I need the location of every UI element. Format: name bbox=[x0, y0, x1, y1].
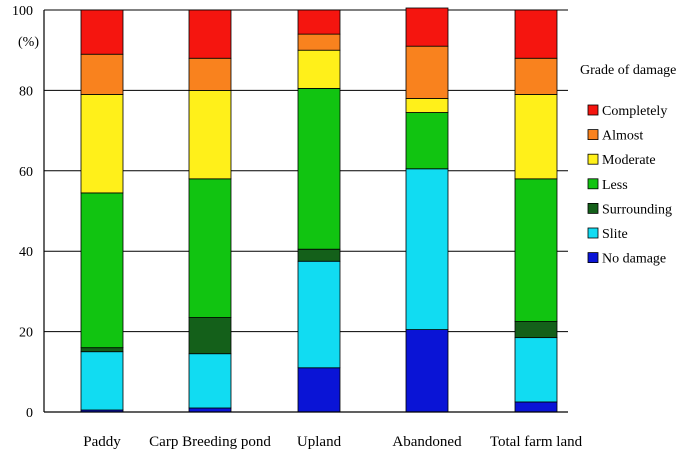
x-tick-labels: Paddy Carp Breeding pond Upland Abandoned To… bbox=[83, 434, 582, 450]
legend-swatch-completely bbox=[588, 105, 598, 115]
legend-label-almost: Almost bbox=[602, 129, 643, 144]
bar-segment-carp-breeding-pond-less bbox=[189, 179, 231, 318]
bar-segment-paddy-almost bbox=[81, 54, 123, 94]
x-tick-label-carp-breeding-pond: Carp Breeding pond bbox=[149, 434, 271, 450]
bar-segment-upland-surrounding bbox=[298, 249, 340, 261]
y-axis-label: (%) bbox=[18, 35, 39, 50]
y-tick-label-0: 0 bbox=[26, 406, 33, 421]
bar-segment-upland-moderate bbox=[298, 50, 340, 88]
bar-segment-upland-almost bbox=[298, 34, 340, 50]
bar-segment-carp-breeding-pond-surrounding bbox=[189, 318, 231, 354]
y-tick-labels: 0 20 40 60 80 100 bbox=[12, 4, 33, 421]
legend-swatch-moderate bbox=[588, 154, 598, 164]
y-tick-label-60: 60 bbox=[19, 165, 33, 180]
bars bbox=[81, 8, 557, 412]
bar-segment-total-farm-land-almost bbox=[515, 58, 557, 94]
bar-segment-abandoned-less bbox=[406, 113, 448, 169]
y-tick-label-80: 80 bbox=[19, 84, 33, 99]
bar-segment-abandoned-slite bbox=[406, 169, 448, 330]
legend-swatch-no-damage bbox=[588, 253, 598, 263]
legend-label-moderate: Moderate bbox=[602, 153, 656, 168]
bar-segment-carp-breeding-pond-almost bbox=[189, 58, 231, 90]
bar-segment-paddy-moderate bbox=[81, 94, 123, 192]
legend-label-slite: Slite bbox=[602, 227, 628, 242]
bar-segment-total-farm-land-completely bbox=[515, 10, 557, 58]
y-tick-label-40: 40 bbox=[19, 245, 33, 260]
bar-segment-abandoned-no-damage bbox=[406, 330, 448, 412]
x-tick-label-upland: Upland bbox=[297, 434, 342, 450]
legend: Grade of damage Completely Almost Moderate… bbox=[580, 63, 676, 267]
legend-swatch-surrounding bbox=[588, 203, 598, 213]
bar-segment-upland-no-damage bbox=[298, 368, 340, 412]
legend-label-surrounding: Surrounding bbox=[602, 202, 672, 217]
x-tick-label-abandoned: Abandoned bbox=[392, 434, 462, 450]
y-tick-label-20: 20 bbox=[19, 326, 33, 341]
x-tick-label-total-farm-land: Total farm land bbox=[490, 434, 583, 450]
bar-segment-total-farm-land-less bbox=[515, 179, 557, 322]
bar-segment-paddy-slite bbox=[81, 352, 123, 410]
bar-segment-carp-breeding-pond-no-damage bbox=[189, 408, 231, 412]
legend-label-completely: Completely bbox=[602, 104, 667, 119]
x-tick-label-paddy: Paddy bbox=[83, 434, 121, 450]
legend-swatch-almost bbox=[588, 130, 598, 140]
bar-segment-upland-less bbox=[298, 88, 340, 249]
bar-segment-total-farm-land-slite bbox=[515, 338, 557, 402]
bar-segment-carp-breeding-pond-slite bbox=[189, 354, 231, 408]
bar-segment-paddy-surrounding bbox=[81, 348, 123, 352]
bar-segment-total-farm-land-moderate bbox=[515, 94, 557, 178]
legend-title: Grade of damage bbox=[580, 63, 676, 78]
legend-swatch-slite bbox=[588, 228, 598, 238]
bar-segment-carp-breeding-pond-moderate bbox=[189, 90, 231, 178]
bar-segment-total-farm-land-no-damage bbox=[515, 402, 557, 412]
bar-segment-abandoned-almost bbox=[406, 46, 448, 98]
bar-segment-carp-breeding-pond-completely bbox=[189, 10, 231, 58]
bar-segment-abandoned-moderate bbox=[406, 98, 448, 112]
y-tick-label-100: 100 bbox=[12, 4, 33, 19]
legend-label-less: Less bbox=[602, 178, 628, 193]
bar-segment-paddy-less bbox=[81, 193, 123, 348]
bar-segment-total-farm-land-surrounding bbox=[515, 322, 557, 338]
legend-swatch-less bbox=[588, 179, 598, 189]
bar-segment-upland-completely bbox=[298, 10, 340, 34]
legend-label-no-damage: No damage bbox=[602, 252, 666, 267]
bar-segment-upland-slite bbox=[298, 261, 340, 368]
bar-segment-abandoned-completely bbox=[406, 8, 448, 46]
bar-segment-paddy-completely bbox=[81, 10, 123, 54]
